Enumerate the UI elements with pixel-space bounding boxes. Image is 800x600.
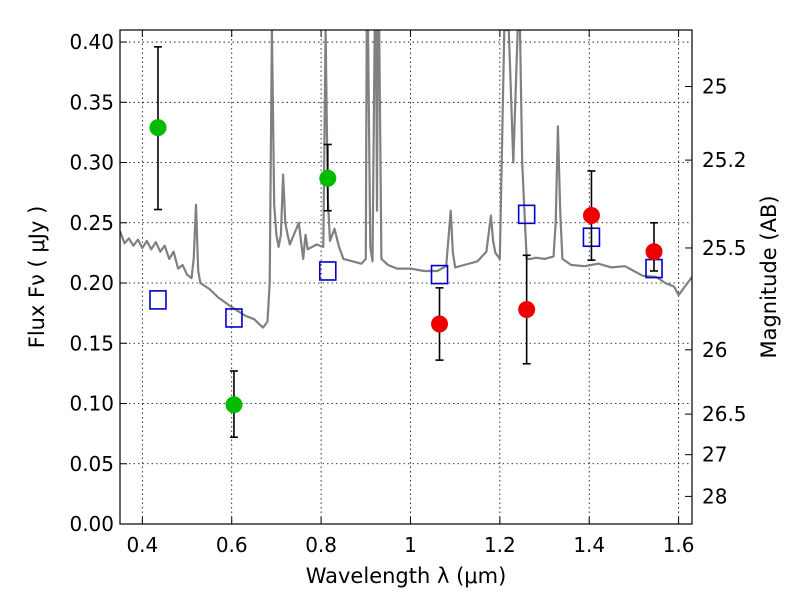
right-tick-label: 26 <box>702 338 727 362</box>
right-tick-label: 28 <box>702 484 727 508</box>
y-tick-label: 0.40 <box>69 30 114 54</box>
x-tick-label: 1.4 <box>573 533 605 557</box>
right-tick-label: 27 <box>702 443 727 467</box>
tick-labels: 0.4 0.6 0.8 1 1.2 1.4 1.6 0.00 0.05 0.10 0.15 0.20 0… <box>69 30 746 557</box>
model-spectrum <box>120 30 692 329</box>
model-photometry-square <box>517 204 536 225</box>
x-axis-label: Wavelength λ (μm) <box>306 564 507 588</box>
x-tick-label: 1 <box>404 533 417 557</box>
x-tick-label: 0.8 <box>305 533 337 557</box>
plot-frame <box>119 29 693 525</box>
spectrum-line <box>120 30 692 329</box>
data-points <box>149 46 663 439</box>
x-tick-label: 1.6 <box>663 533 695 557</box>
y-tick-label: 0.10 <box>69 392 114 416</box>
y-tick-label: 0.20 <box>69 271 114 295</box>
right-tick-label: 26.5 <box>702 402 747 426</box>
x-tick-label: 1.2 <box>484 533 516 557</box>
y-tick-label: 0.25 <box>69 211 114 235</box>
grid-lines <box>120 30 692 525</box>
axis-ticks <box>120 30 692 525</box>
y-tick-label: 0.05 <box>69 452 114 476</box>
right-tick-label: 25.2 <box>702 148 747 172</box>
observed-point <box>518 301 536 319</box>
observed-point <box>582 207 600 225</box>
y-tick-label: 0.00 <box>69 512 114 536</box>
right-tick-label: 25.5 <box>702 236 747 260</box>
observed-point <box>645 243 663 261</box>
observed-point <box>431 315 449 333</box>
observed-point <box>319 169 337 187</box>
y-tick-label: 0.15 <box>69 331 114 355</box>
right-tick-label: 25 <box>702 75 727 99</box>
model-photometry-square <box>318 261 337 281</box>
model-photometry-square <box>430 264 449 285</box>
x-tick-label: 0.6 <box>216 533 248 557</box>
observed-point <box>149 119 167 137</box>
y-tick-label: 0.35 <box>69 90 114 114</box>
x-tick-label: 0.4 <box>126 533 158 557</box>
y-tick-label: 0.30 <box>69 151 114 175</box>
y-axis-label: Flux Fν ( μJy ) <box>25 206 49 349</box>
model-photometry-square <box>149 290 167 310</box>
observed-point <box>225 396 243 414</box>
model-photometry-square <box>225 308 243 328</box>
right-axis-label: Magnitude (AB) <box>757 195 781 358</box>
